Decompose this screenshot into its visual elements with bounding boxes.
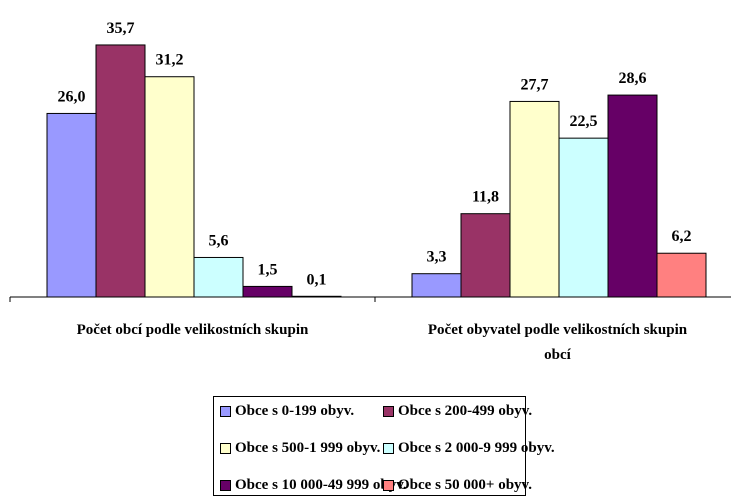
- bar: [411, 273, 462, 298]
- legend-swatch: [383, 442, 394, 454]
- data-label: 31,2: [156, 52, 184, 69]
- legend-swatch: [220, 442, 231, 454]
- legend-label: Obce s 200-499 obyv.: [398, 402, 533, 419]
- data-label: 35,7: [107, 20, 135, 37]
- legend-item: Obce s 2 000-9 999 obyv.: [383, 438, 555, 458]
- bar: [95, 44, 146, 298]
- bar: [509, 100, 560, 298]
- bar: [558, 137, 609, 298]
- legend-swatch: [383, 479, 394, 491]
- data-label: 22,5: [570, 113, 598, 130]
- data-label: 26,0: [58, 88, 86, 105]
- bar: [144, 76, 195, 298]
- data-label: 5,6: [209, 232, 229, 249]
- data-label: 27,7: [521, 76, 549, 93]
- legend-swatch: [383, 405, 394, 417]
- data-label: 0,1: [307, 271, 327, 288]
- bar: [46, 112, 97, 298]
- bar: [607, 94, 658, 298]
- bar: [193, 256, 244, 298]
- legend-label: Obce s 500-1 999 obyv.: [235, 439, 381, 456]
- bar: [656, 252, 707, 298]
- legend-label: Obce s 10 000-49 999 obyv.: [235, 476, 407, 493]
- legend-label: Obce s 2 000-9 999 obyv.: [398, 439, 555, 456]
- legend-swatch: [220, 405, 231, 417]
- legend-item: Obce s 50 000+ obyv.: [383, 475, 532, 495]
- data-label: 1,5: [258, 261, 278, 278]
- data-label: 3,3: [427, 249, 447, 266]
- legend-item: Obce s 500-1 999 obyv.: [220, 438, 380, 458]
- x-category-label: Počet obcí podle velikostních skupin: [76, 322, 309, 338]
- data-label: 28,6: [619, 70, 647, 87]
- data-label: 6,2: [672, 228, 692, 245]
- legend-item: Obce s 10 000-49 999 obyv.: [220, 475, 407, 495]
- x-category-label: Počet obyvatel podle velikostních skupin…: [427, 322, 688, 363]
- legend-item: Obce s 200-499 obyv.: [383, 401, 532, 421]
- legend-label: Obce s 0-199 obyv.: [235, 402, 355, 419]
- legend-label: Obce s 50 000+ obyv.: [398, 476, 532, 493]
- bar: [460, 213, 511, 298]
- legend: Obce s 0-199 obyv. Obce s 200-499 obyv. Ob…: [213, 396, 555, 496]
- legend-swatch: [220, 479, 231, 491]
- legend-item: Obce s 0-199 obyv.: [220, 401, 354, 421]
- bar: [291, 295, 342, 298]
- data-label: 11,8: [472, 189, 499, 206]
- plot: 26,0 3,3 35,7 11,8 31,2 27,7 5,6 22,5 1,5 28,6 0,1…: [9, 20, 731, 302]
- bar: [242, 285, 293, 298]
